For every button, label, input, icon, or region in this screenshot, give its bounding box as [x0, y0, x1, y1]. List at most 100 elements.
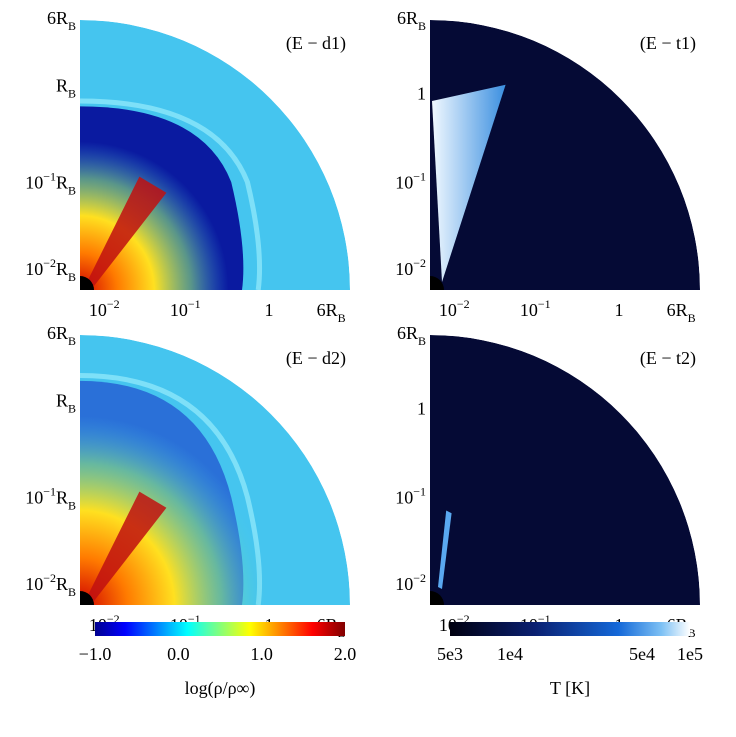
tick-label: 1 [417, 399, 426, 419]
central-object [80, 591, 94, 605]
panel [430, 20, 700, 290]
colorbar [95, 622, 345, 636]
tick-label-r: R [56, 574, 68, 594]
panel [80, 335, 350, 605]
tick-label-text: 1 [615, 300, 624, 320]
tick-label-sub: B [68, 19, 76, 33]
tick-label: 10−1 [520, 297, 551, 320]
tick-label: 10−1 [395, 169, 426, 192]
tick-label: 10−1RB [25, 169, 76, 197]
jet [88, 491, 167, 601]
tick-label-text: 6R [47, 8, 68, 28]
tick-label-sub: B [68, 86, 76, 100]
tick-label-sup: −1 [538, 297, 551, 311]
panel-label: (E − t1) [640, 33, 696, 54]
tick-label-text: 1 [265, 300, 274, 320]
tick-label: 10−2 [89, 297, 120, 320]
tick-label: RB [56, 76, 76, 101]
tick-label: 1 [615, 300, 624, 320]
central-object [80, 276, 94, 290]
shock-front [80, 98, 263, 290]
tick-label-text: 10 [89, 300, 107, 320]
central-object [430, 276, 444, 290]
tick-label-text: 10 [170, 300, 188, 320]
tick-label-text: 6R [397, 323, 418, 343]
tick-label-text: 6R [397, 8, 418, 28]
tick-label-text: 6R [47, 323, 68, 343]
tick-label-sup: −1 [43, 169, 56, 183]
tick-label-sup: −2 [457, 297, 470, 311]
tick-label-sub: B [68, 334, 76, 348]
tick-label-text: 10 [395, 488, 413, 508]
tick-label-sup: −1 [188, 297, 201, 311]
tick-label-sub: B [418, 19, 426, 33]
tick-label: 10−2RB [25, 571, 76, 599]
tick-label-sub: B [68, 270, 76, 284]
tick-label-text: 10 [25, 259, 43, 279]
tick-label-text: 1 [417, 399, 426, 419]
background [430, 335, 700, 605]
tick-label: 6RB [667, 300, 696, 325]
tick-label-sup: −2 [43, 256, 56, 270]
tick-label: 10−1 [170, 297, 201, 320]
tick-label-sup: −2 [413, 256, 426, 270]
tick-label-sub: B [688, 626, 696, 640]
central-object [430, 591, 444, 605]
tick-label-text: 10 [395, 173, 413, 193]
tick-label-sub: B [688, 311, 696, 325]
hot-wedge [432, 84, 506, 282]
tick-label-text: 10 [25, 574, 43, 594]
tick-label: 10−1 [395, 484, 426, 507]
tick-label-sub: B [338, 311, 346, 325]
tick-label-sup: −2 [413, 571, 426, 585]
tick-label: 1 [265, 300, 274, 320]
tick-label: 10−2 [395, 256, 426, 279]
tick-label-sub: B [418, 334, 426, 348]
tick-label: 1 [417, 84, 426, 104]
colorbar-tick-label: 1e4 [497, 644, 523, 664]
colorbar-label: T [K] [550, 678, 590, 698]
tick-label-r: R [56, 488, 68, 508]
tick-label: 6RB [317, 300, 346, 325]
tick-label: 10−2 [395, 571, 426, 594]
colorbar-tick-label: 1.0 [250, 644, 273, 664]
tick-label: 6RB [397, 8, 426, 33]
tick-label-sup: −2 [107, 297, 120, 311]
colorbar-tick-label: 2.0 [334, 644, 357, 664]
colorbar-tick-label: 5e3 [437, 644, 463, 664]
tick-label-sub: B [68, 183, 76, 197]
tick-label: 10−2 [439, 297, 470, 320]
tick-label: 6RB [397, 323, 426, 348]
tick-label: 10−2RB [25, 256, 76, 284]
tick-label-sub: B [68, 585, 76, 599]
colorbar-tick-label: −1.0 [79, 644, 112, 664]
tick-label-text: R [56, 391, 68, 411]
jet [88, 176, 167, 286]
tick-label-text: 10 [439, 300, 457, 320]
tick-label-text: 10 [395, 259, 413, 279]
tick-label-r: R [56, 259, 68, 279]
colorbar-tick-label: 5e4 [629, 644, 655, 664]
panel-label: (E − d1) [286, 33, 346, 54]
panel [430, 335, 700, 605]
hot-filament [438, 510, 452, 589]
colorbar-tick-label: 1e5 [677, 644, 703, 664]
colorbar [450, 622, 690, 636]
tick-label-text: 6R [667, 300, 688, 320]
colorbar-label: log(ρ/ρ∞) [185, 678, 256, 699]
tick-label-sup: −1 [413, 169, 426, 183]
tick-label: 10−1RB [25, 484, 76, 512]
tick-label-r: R [56, 173, 68, 193]
colorbar-tick-label: 0.0 [167, 644, 190, 664]
tick-label-text: 1 [417, 84, 426, 104]
tick-label: RB [56, 391, 76, 416]
tick-label-sup: −1 [413, 484, 426, 498]
tick-label-sub: B [68, 401, 76, 415]
tick-label-sup: −2 [43, 571, 56, 585]
tick-label: 6RB [47, 323, 76, 348]
tick-label-sup: −1 [43, 484, 56, 498]
panel-label: (E − t2) [640, 348, 696, 369]
tick-label: 6RB [47, 8, 76, 33]
tick-label-text: 10 [25, 173, 43, 193]
